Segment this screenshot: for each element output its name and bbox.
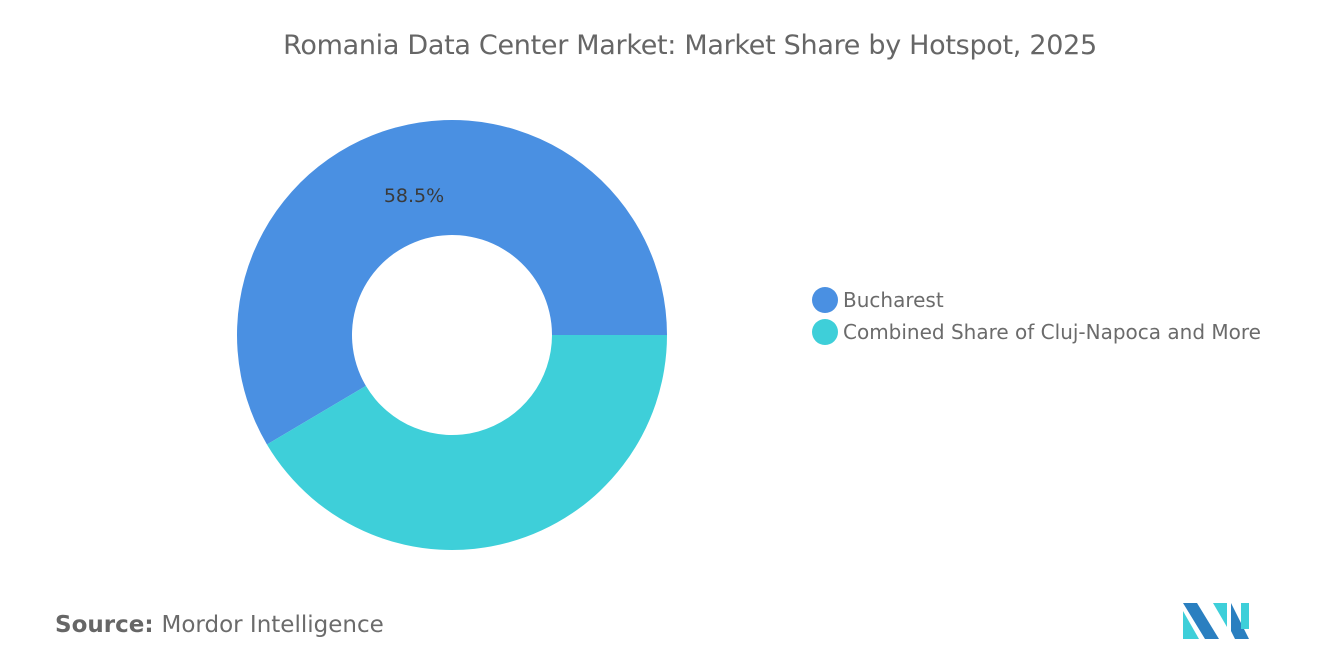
legend-label: Combined Share of Cluj-Napoca and More <box>843 320 1261 344</box>
legend-item-bucharest[interactable]: Bucharest <box>812 284 1261 316</box>
data-label: 58.5% <box>384 185 444 207</box>
donut-slice-1[interactable] <box>266 335 667 550</box>
donut-slice-0[interactable] <box>237 120 667 445</box>
source-note: Source: Mordor Intelligence <box>55 612 384 638</box>
source-label: Source: <box>55 612 154 638</box>
source-value: Mordor Intelligence <box>161 612 384 638</box>
legend-item-combined[interactable]: Combined Share of Cluj-Napoca and More <box>812 316 1261 348</box>
legend-label: Bucharest <box>843 288 944 312</box>
mordor-intelligence-logo <box>1183 603 1249 639</box>
legend-swatch <box>812 319 838 345</box>
legend: Bucharest Combined Share of Cluj-Napoca … <box>812 284 1261 348</box>
chart-title: Romania Data Center Market: Market Share… <box>283 30 1097 61</box>
legend-swatch <box>812 287 838 313</box>
